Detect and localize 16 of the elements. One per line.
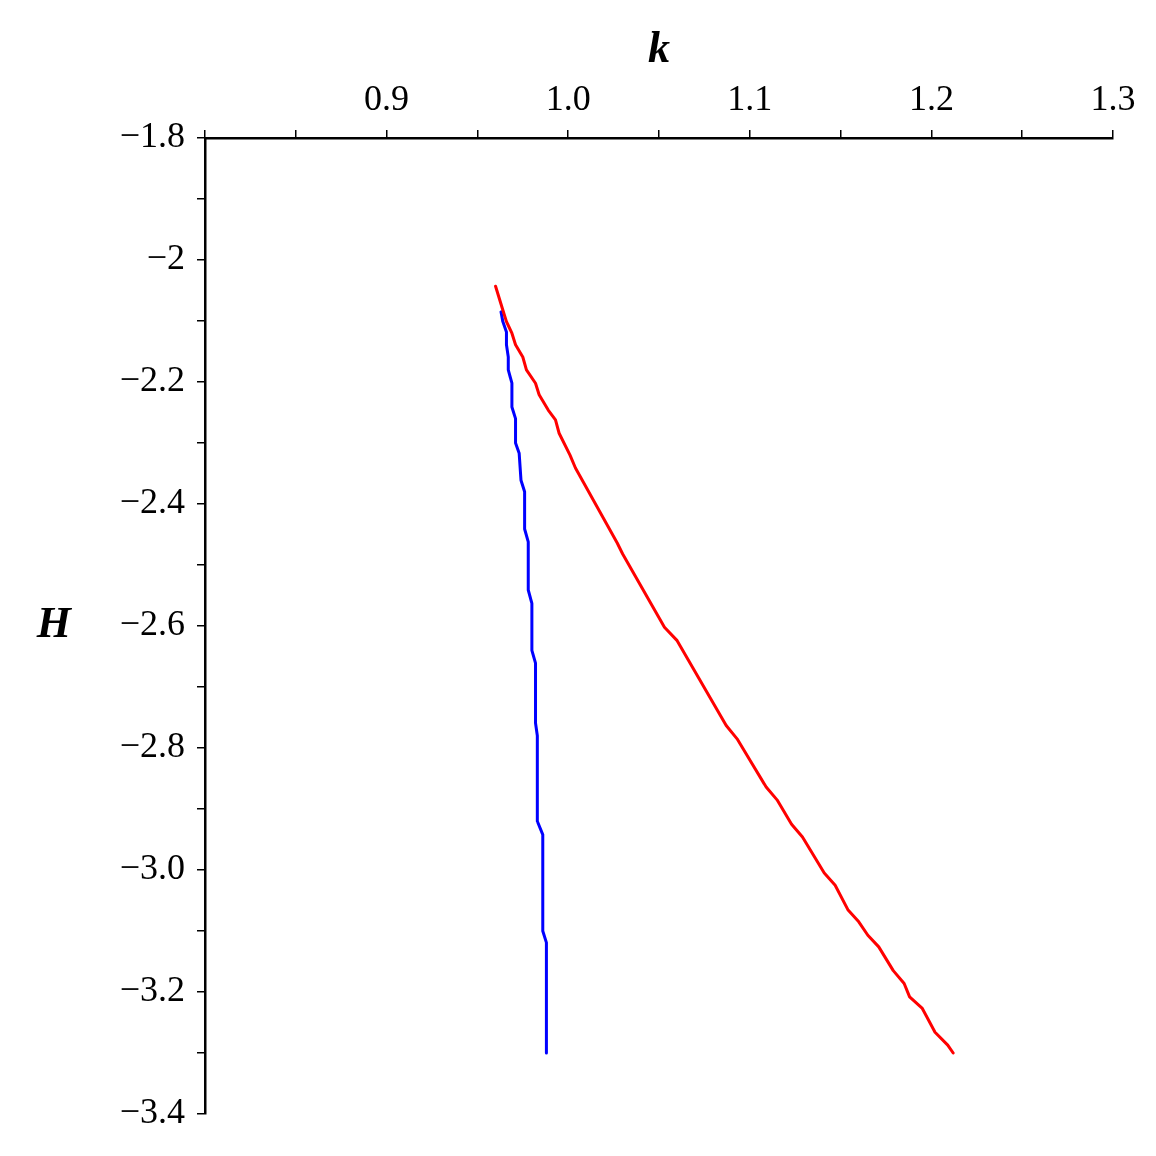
- x-tick-label: 1.1: [727, 77, 773, 118]
- y-tick-label: −2.8: [119, 725, 185, 766]
- y-tick-label: −3.0: [119, 847, 185, 888]
- x-tick-label: 1.2: [908, 77, 954, 118]
- y-axis-title: H: [35, 598, 73, 648]
- y-tick-label: −3.4: [119, 1091, 185, 1132]
- x-tick-label: 1.0: [545, 77, 591, 118]
- x-tick-label: 1.3: [1090, 77, 1136, 118]
- y-tick-label: −2.4: [119, 481, 185, 522]
- y-tick-label: −3.2: [119, 969, 185, 1010]
- y-tick-label: −2: [146, 237, 185, 278]
- x-axis-title: k: [648, 22, 670, 72]
- y-tick-label: −1.8: [119, 115, 185, 156]
- y-tick-label: −2.2: [119, 359, 185, 400]
- y-tick-label: −2.6: [119, 603, 185, 644]
- x-tick-label: 0.9: [364, 77, 410, 118]
